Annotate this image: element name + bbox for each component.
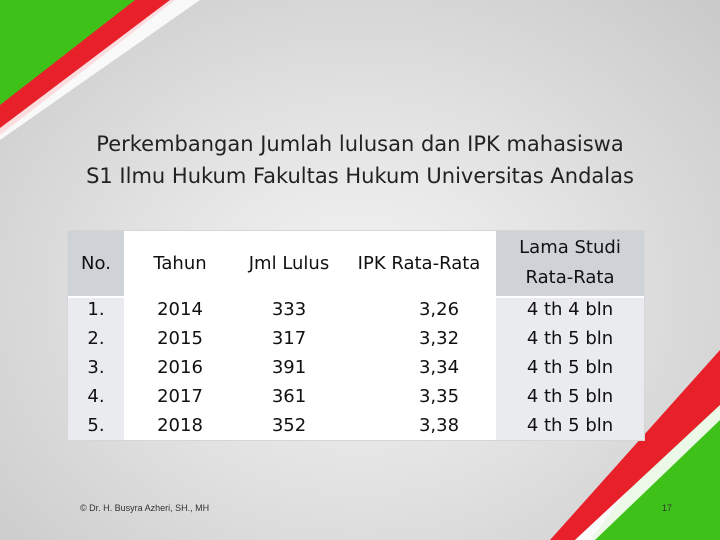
- table-cell: 4 th 5 bln: [526, 328, 614, 349]
- table-cell: 2018: [157, 415, 203, 436]
- data-table: No. 1. 2. 3. 4. 5. Tahun 2014 2015 2016 …: [68, 231, 644, 440]
- header-lama-studi-line-2: Rata-Rata: [525, 267, 615, 288]
- table-cell: 2016: [157, 357, 203, 378]
- table-cell: 391: [271, 357, 307, 378]
- table-cell: 4 th 4 bln: [526, 299, 614, 320]
- bottom-right-ribbon: [550, 350, 720, 540]
- table-cell: 352: [271, 415, 307, 436]
- table-cell: 3,38: [418, 415, 460, 436]
- table-cell: 3,26: [418, 299, 460, 320]
- table-cell: 3,32: [418, 328, 460, 349]
- table-cell: 3,34: [418, 357, 460, 378]
- top-left-ribbon: [0, 0, 200, 140]
- page-number: 17: [661, 503, 672, 513]
- table-cell: 333: [271, 299, 307, 320]
- column-ipk: IPK Rata-Rata 3,26 3,32 3,34 3,35 3,38: [344, 231, 494, 440]
- column-jml-lulus: Jml Lulus 333 317 391 361 352: [234, 231, 344, 440]
- table-cell: 3,35: [418, 386, 460, 407]
- footer-author: © Dr. H. Busyra Azheri, SH., MH: [80, 503, 210, 513]
- table-cell: 2015: [157, 328, 203, 349]
- header-jml-lulus: Jml Lulus: [248, 253, 330, 274]
- table-cell: 2014: [157, 299, 203, 320]
- table-cell: 1.: [87, 299, 105, 320]
- table-cell: 317: [271, 328, 307, 349]
- title-line-1: Perkembangan Jumlah lulusan dan IPK maha…: [96, 132, 624, 156]
- table-cell: 4.: [87, 386, 105, 407]
- title-line-2: S1 Ilmu Hukum Fakultas Hukum Universitas…: [86, 164, 634, 188]
- header-no: No.: [81, 253, 111, 274]
- slide-title: Perkembangan Jumlah lulusan dan IPK maha…: [40, 128, 680, 192]
- table-cell: 4 th 5 bln: [526, 386, 614, 407]
- column-no: No. 1. 2. 3. 4. 5.: [68, 231, 124, 440]
- table-cell: 2017: [157, 386, 203, 407]
- header-lama-studi-line-1: Lama Studi: [519, 237, 621, 258]
- column-lama-studi: Lama Studi Rata-Rata 4 th 4 bln 4 th 5 b…: [496, 231, 644, 440]
- table-cell: 2.: [87, 328, 105, 349]
- table-cell: 3.: [87, 357, 105, 378]
- table-cell: 4 th 5 bln: [526, 357, 614, 378]
- table-cell: 4 th 5 bln: [526, 415, 614, 436]
- header-tahun: Tahun: [153, 253, 207, 274]
- table-cell: 361: [271, 386, 307, 407]
- table-cell: 5.: [87, 415, 105, 436]
- header-ipk: IPK Rata-Rata: [357, 253, 481, 274]
- column-tahun: Tahun 2014 2015 2016 2017 2018: [126, 231, 234, 440]
